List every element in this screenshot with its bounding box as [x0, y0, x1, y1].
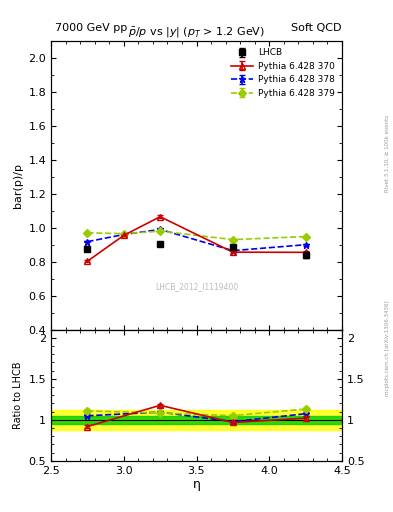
- Text: Rivet 3.1.10, ≥ 100k events: Rivet 3.1.10, ≥ 100k events: [385, 115, 389, 192]
- Text: mcplots.cern.ch [arXiv:1306.3436]: mcplots.cern.ch [arXiv:1306.3436]: [385, 301, 389, 396]
- Y-axis label: bar(p)/p: bar(p)/p: [13, 163, 23, 208]
- Bar: [51, 410, 342, 430]
- Title: $\bar{p}/p$ vs $|y|$ ($p_T$ > 1.2 GeV): $\bar{p}/p$ vs $|y|$ ($p_T$ > 1.2 GeV): [128, 26, 265, 40]
- Text: Soft QCD: Soft QCD: [292, 23, 342, 33]
- Bar: [51, 416, 342, 424]
- Text: LHCB_2012_I1119400: LHCB_2012_I1119400: [155, 282, 238, 291]
- X-axis label: η: η: [193, 478, 200, 492]
- Y-axis label: Ratio to LHCB: Ratio to LHCB: [13, 361, 23, 429]
- Legend: LHCB, Pythia 6.428 370, Pythia 6.428 378, Pythia 6.428 379: LHCB, Pythia 6.428 370, Pythia 6.428 378…: [228, 46, 338, 100]
- Text: 7000 GeV pp: 7000 GeV pp: [55, 23, 127, 33]
